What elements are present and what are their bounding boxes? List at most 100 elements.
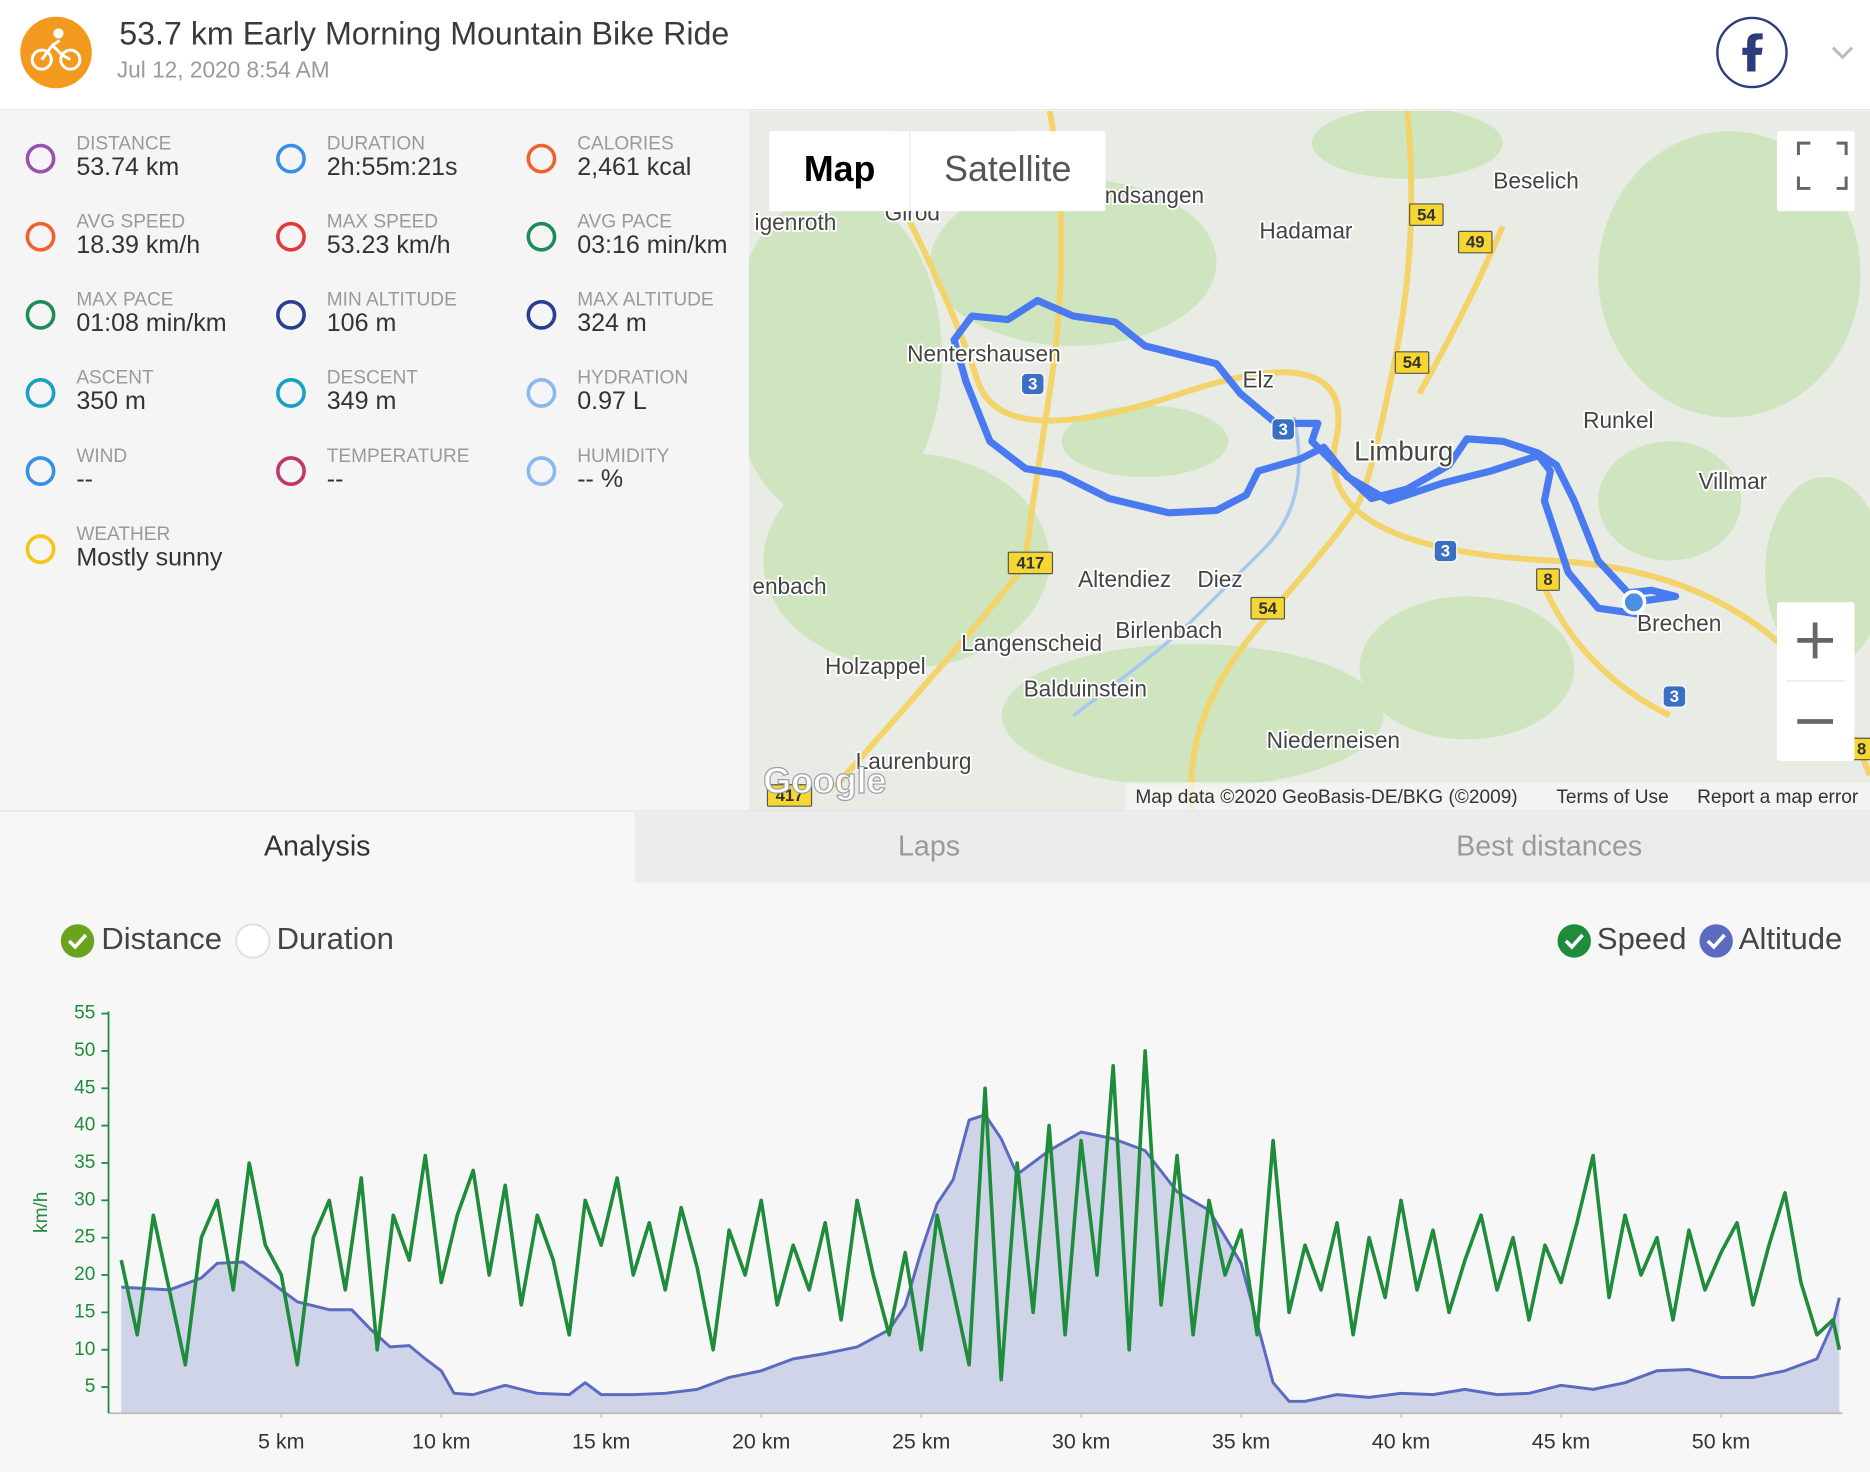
activity-icon xyxy=(20,16,92,89)
y-tick-label: 10 xyxy=(74,1339,95,1360)
distance-label[interactable]: Distance xyxy=(101,921,222,956)
attribution-bg xyxy=(1125,782,1870,811)
stat-label: MIN ALTITUDE xyxy=(327,290,457,311)
stat-value: 03:16 min/km xyxy=(577,231,727,259)
road-badge xyxy=(1536,568,1560,591)
stat-icon xyxy=(526,299,557,330)
stat-label: CALORIES xyxy=(577,133,673,154)
stat-label: AVG PACE xyxy=(577,211,672,232)
tab-laps[interactable]: Laps xyxy=(898,831,960,863)
x-tick-label: 10 km xyxy=(412,1430,470,1454)
map-type-control xyxy=(769,131,1106,212)
satellite-button[interactable]: Satellite xyxy=(944,149,1071,189)
map[interactable]: BeselichHadamarndsangenGirodigenrothNent… xyxy=(727,107,1870,811)
stat-value: 53.23 km/h xyxy=(327,231,451,259)
distance-toggle[interactable] xyxy=(60,924,95,958)
place-label: Runkel xyxy=(1583,407,1653,433)
tab-best-distances[interactable]: Best distances xyxy=(1456,831,1642,863)
stat-value: -- xyxy=(327,465,344,493)
road-badge xyxy=(1409,203,1444,226)
place-label: Langenscheid xyxy=(961,630,1102,656)
stat-label: MAX SPEED xyxy=(327,211,438,232)
stat-label: HUMIDITY xyxy=(577,446,669,467)
legend-label[interactable]: Speed xyxy=(1597,921,1687,956)
place-label: Niederneisen xyxy=(1267,727,1400,753)
check xyxy=(1564,933,1584,950)
y-tick-label: 30 xyxy=(74,1189,95,1210)
stat-label: WEATHER xyxy=(76,524,170,545)
zoom-in[interactable] xyxy=(1797,622,1834,659)
route xyxy=(950,296,1680,618)
facebook-glyph xyxy=(1742,33,1763,72)
y-tick-label: 35 xyxy=(74,1152,95,1173)
stat-value: 106 m xyxy=(327,309,397,337)
altitude-area xyxy=(121,1114,1840,1414)
title: 53.7 km Early Morning Mountain Bike Ride xyxy=(119,15,729,51)
road-number: 417 xyxy=(776,786,804,805)
place-label: igenroth xyxy=(755,209,837,235)
stat-value: 18.39 km/h xyxy=(76,231,200,259)
place-label: Villmar xyxy=(1698,468,1767,494)
y-tick-label: 40 xyxy=(74,1115,95,1136)
stat-value: 53.74 km xyxy=(76,153,179,181)
stat-label: DURATION xyxy=(327,133,425,154)
terms-link[interactable]: Terms of Use xyxy=(1556,787,1668,808)
y-tick-label: 5 xyxy=(85,1376,96,1397)
place-label: Diez xyxy=(1197,566,1242,592)
stat-label: MAX PACE xyxy=(76,290,173,311)
x-tick-label: 5 km xyxy=(258,1430,305,1454)
stat-value: Mostly sunny xyxy=(76,543,223,571)
map-button[interactable]: Map xyxy=(804,149,876,189)
header-bg xyxy=(0,0,1870,110)
series-toggle[interactable] xyxy=(1699,924,1733,958)
x-tick-label: 20 km xyxy=(732,1430,790,1454)
y-axis-label: km/h xyxy=(31,1192,52,1233)
place-label: Beselich xyxy=(1493,167,1579,193)
fullscreen-button[interactable] xyxy=(1776,131,1855,212)
place-label: Birlenbach xyxy=(1115,617,1222,643)
report-link[interactable]: Report a map error xyxy=(1697,787,1859,808)
series-toggle[interactable] xyxy=(1557,924,1591,958)
bike-glyph xyxy=(30,28,82,71)
dropdown-chevron[interactable] xyxy=(1831,46,1854,60)
check xyxy=(1706,933,1726,950)
road-number: 8 xyxy=(1857,740,1866,759)
road-number: 417 xyxy=(1016,554,1044,573)
date: Jul 12, 2020 8:54 AM xyxy=(117,57,330,83)
stat-icon xyxy=(276,456,306,486)
x-tick-label: 40 km xyxy=(1372,1430,1430,1454)
stat-icon xyxy=(25,299,56,330)
road-number: 3 xyxy=(1028,375,1037,394)
y-tick-label: 20 xyxy=(74,1264,95,1285)
stat-icon xyxy=(25,456,56,486)
y-tick-label: 45 xyxy=(74,1077,95,1098)
x-tick-label: 25 km xyxy=(892,1430,950,1454)
stat-label: DISTANCE xyxy=(76,133,171,154)
place-label: Nentershausen xyxy=(907,340,1061,366)
road-number: 49 xyxy=(1466,233,1485,252)
road-badge xyxy=(1457,230,1493,254)
road-number: 54 xyxy=(1417,205,1436,224)
legend-label[interactable]: Altitude xyxy=(1739,921,1842,956)
google-logo: Google xyxy=(763,761,886,801)
stat-value: 350 m xyxy=(76,387,146,415)
road-number: 8 xyxy=(1543,570,1552,589)
duration-toggle[interactable] xyxy=(235,923,271,959)
place-label: Balduinstein xyxy=(1024,675,1147,701)
place-label: Altendiez xyxy=(1078,566,1171,592)
road-badge xyxy=(1007,551,1054,575)
road-badge xyxy=(1433,539,1458,563)
x-tick-label: 15 km xyxy=(572,1430,630,1454)
check xyxy=(67,933,88,950)
tab-analysis[interactable]: Analysis xyxy=(264,831,371,863)
map-attribution: Map data ©2020 GeoBasis-DE/BKG (©2009) xyxy=(1135,787,1517,808)
place-label: Brechen xyxy=(1637,610,1721,636)
duration-label[interactable]: Duration xyxy=(277,921,394,956)
road-number: 3 xyxy=(1441,542,1450,561)
stat-icon xyxy=(25,143,56,174)
road-badge xyxy=(1250,596,1286,620)
stat-value: 2,461 kcal xyxy=(577,153,691,181)
stat-label: HYDRATION xyxy=(577,368,688,389)
x-tick-label: 35 km xyxy=(1212,1430,1270,1454)
